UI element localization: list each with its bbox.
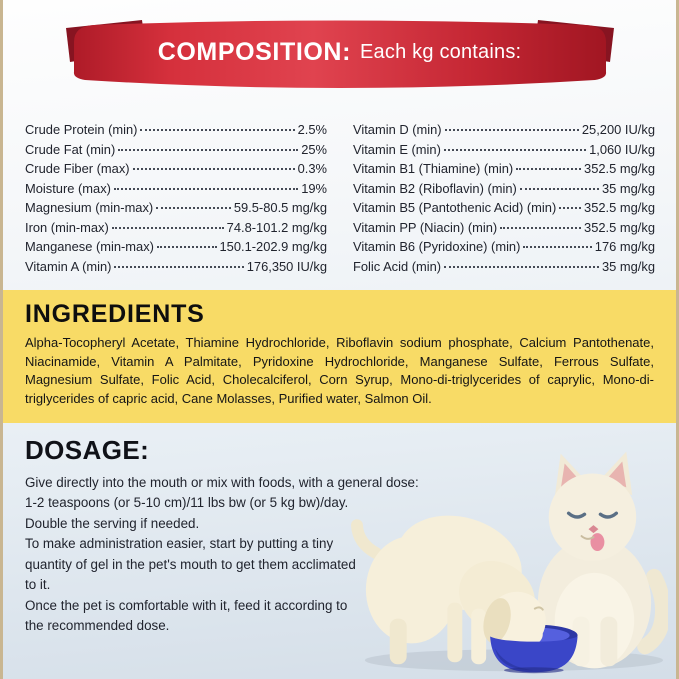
ground-shadow: [364, 649, 664, 672]
nutrient-name: Moisture (max): [25, 180, 111, 196]
nutrient-name: Crude Protein (min): [25, 122, 138, 137]
nutrient-row: Vitamin D (min) 25,200 IU/kg: [353, 120, 655, 140]
nutrient-value: 352.5 mg/kg: [584, 161, 655, 176]
nutrient-row: Vitamin B6 (Pyridoxine) (min) 176 mg/kg: [353, 237, 655, 257]
dot-leader: [114, 265, 244, 268]
nutrient-row: Crude Protein (min) 2.5%: [25, 120, 327, 140]
dot-leader: [156, 207, 231, 209]
nutrient-row: Vitamin E (min) 1,060 IU/kg: [353, 140, 655, 160]
dot-leader: [118, 148, 299, 151]
nutrient-name: Vitamin B1 (Thiamine) (min): [353, 161, 514, 176]
bowl-icon: [490, 636, 578, 674]
dosage-line: Double the serving if needed.: [25, 515, 200, 531]
dot-leader: [559, 207, 582, 209]
nutrient-name: Vitamin D (min): [353, 122, 442, 137]
nutrient-name: Vitamin B5 (Pantothenic Acid) (min): [353, 200, 557, 215]
dosage-section: DOSAGE: Give directly into the mouth or …: [3, 423, 676, 637]
ingredients-text: Alpha-Tocopheryl Acetate, Thiamine Hydro…: [25, 335, 654, 407]
dosage-line: Once the pet is comfortable with it, fee…: [25, 597, 348, 634]
nutrient-value: 176 mg/kg: [594, 239, 655, 254]
nutrient-row: Vitamin PP (Niacin) (min) 352.5 mg/kg: [353, 218, 655, 238]
nutrient-name: Folic Acid (min): [353, 258, 442, 274]
nutrient-value: 2.5%: [297, 122, 327, 137]
nutrient-value: 74.8-101.2 mg/kg: [226, 219, 327, 235]
nutrient-value: 352.5 mg/kg: [584, 219, 655, 235]
nutrient-name: Magnesium (min-max): [25, 200, 154, 215]
nutrient-value: 176,350 IU/kg: [246, 258, 327, 274]
nutrient-row: Magnesium (min-max) 59.5-80.5 mg/kg: [25, 198, 327, 218]
dot-leader: [443, 148, 587, 151]
nutrient-row: Folic Acid (min) 35 mg/kg: [353, 257, 655, 277]
nutrient-value: 352.5 mg/kg: [584, 200, 655, 215]
nutrient-name: Vitamin B6 (Pyridoxine) (min): [353, 239, 521, 254]
composition-column-right: Vitamin D (min) 25,200 IU/kg Vitamin E (m…: [353, 120, 655, 276]
composition-column-left: Crude Protein (min) 2.5% Crude Fat (min) 2…: [25, 120, 327, 276]
nutrient-name: Vitamin PP (Niacin) (min): [353, 219, 498, 235]
nutrient-row: Vitamin B1 (Thiamine) (min) 352.5 mg/kg: [353, 159, 655, 179]
nutrient-row: Iron (min-max) 74.8-101.2 mg/kg: [25, 218, 327, 238]
nutrient-row: Vitamin A (min) 176,350 IU/kg: [25, 257, 327, 277]
nutrient-row: Vitamin B2 (Riboflavin) (min) 35 mg/kg: [353, 179, 655, 199]
dot-leader: [444, 129, 579, 131]
nutrient-value: 150.1-202.9 mg/kg: [219, 239, 328, 254]
nutrient-value: 35 mg/kg: [601, 258, 655, 274]
ingredients-title: INGREDIENTS: [25, 300, 205, 328]
dot-leader: [156, 246, 217, 248]
nutrient-value: 19%: [301, 180, 327, 196]
nutrient-value: 1,060 IU/kg: [589, 141, 655, 157]
composition-section: Crude Protein (min) 2.5% Crude Fat (min) 2…: [3, 104, 676, 276]
dot-leader: [444, 265, 599, 268]
dosage-line: To make administration easier, start by …: [25, 536, 356, 593]
dot-leader: [113, 187, 299, 190]
nutrient-row: Moisture (max) 19%: [25, 179, 327, 199]
banner-subtitle: Each kg contains:: [360, 40, 522, 63]
dot-leader: [132, 168, 295, 170]
dot-leader: [519, 187, 599, 190]
banner-text: COMPOSITION: Each kg contains:: [60, 16, 620, 88]
nutrient-value: 25,200 IU/kg: [581, 122, 655, 137]
nutrient-name: Vitamin E (min): [353, 141, 441, 157]
banner-title: COMPOSITION:: [157, 37, 352, 66]
ribbon-banner-icon: [65, 20, 614, 88]
dosage-line: Give directly into the mouth or mix with…: [25, 474, 419, 490]
dot-leader: [140, 129, 295, 131]
dosage-line: 1-2 teaspoons (or 5-10 cm)/11 lbs bw (or…: [25, 495, 349, 511]
nutrient-row: Manganese (min-max) 150.1-202.9 mg/kg: [25, 237, 327, 257]
dot-leader: [111, 226, 224, 229]
composition-banner: COMPOSITION: Each kg contains:: [60, 16, 620, 104]
nutrient-value: 59.5-80.5 mg/kg: [233, 200, 327, 215]
nutrient-value: 35 mg/kg: [601, 180, 655, 196]
nutrient-name: Crude Fiber (max): [25, 161, 130, 176]
nutrient-name: Iron (min-max): [25, 219, 109, 235]
nutrient-name: Vitamin A (min): [25, 258, 112, 274]
nutrient-row: Crude Fat (min) 25%: [25, 140, 327, 160]
nutrient-row: Vitamin B5 (Pantothenic Acid) (min) 352.5…: [353, 198, 655, 218]
dot-leader: [500, 226, 582, 229]
nutrient-name: Crude Fat (min): [25, 141, 116, 157]
nutrient-name: Manganese (min-max): [25, 239, 154, 254]
nutrient-row: Crude Fiber (max) 0.3%: [25, 159, 327, 179]
dot-leader: [523, 246, 592, 248]
nutrient-name: Vitamin B2 (Riboflavin) (min): [353, 180, 517, 196]
dosage-title: DOSAGE:: [25, 434, 150, 465]
ingredients-section: INGREDIENTS Alpha-Tocopheryl Acetate, Th…: [3, 290, 676, 423]
dot-leader: [516, 168, 582, 170]
nutrient-value: 25%: [301, 141, 327, 157]
nutrient-value: 0.3%: [297, 161, 327, 176]
